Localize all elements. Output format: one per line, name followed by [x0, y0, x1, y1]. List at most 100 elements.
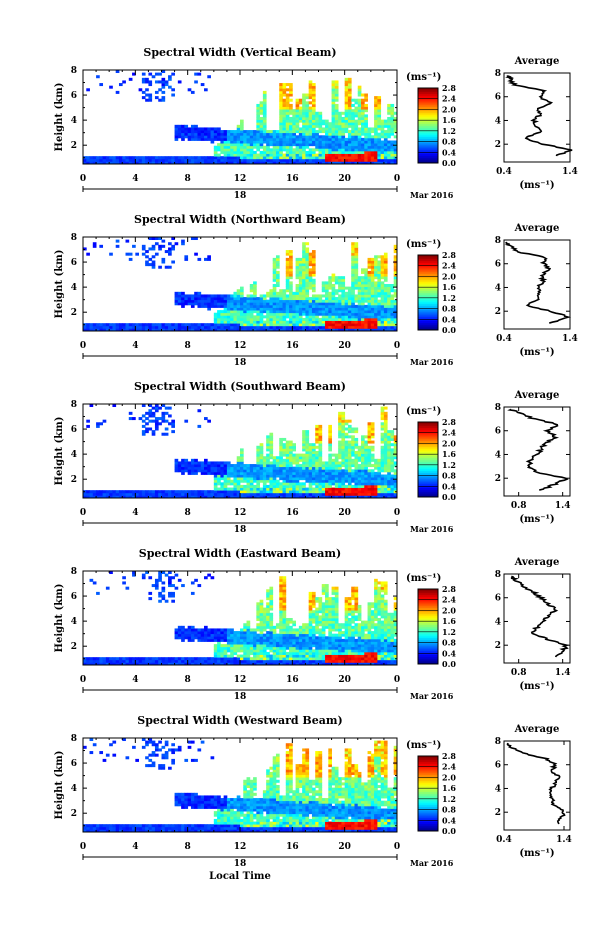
heatmap-cell [393, 294, 398, 298]
heatmap-cell [390, 448, 395, 452]
heatmap-cell [213, 317, 218, 321]
heatmap-cell [328, 432, 332, 436]
heatmap-cell [236, 145, 241, 149]
heatmap-cell [361, 291, 365, 295]
heatmap-cell [220, 471, 225, 475]
heatmap-cell [374, 150, 378, 154]
heatmap-cell [253, 323, 257, 327]
heatmap-cell [262, 310, 267, 314]
heatmap-cell [240, 320, 244, 324]
heatmap-cell [230, 487, 234, 491]
heatmap-cell [308, 273, 313, 277]
heatmap-cell [347, 448, 352, 452]
heatmap-cell [187, 294, 192, 298]
heatmap-cell [285, 278, 290, 282]
heatmap-cell [338, 124, 342, 128]
heatmap-cell [328, 297, 332, 301]
heatmap-cell [275, 495, 280, 499]
heatmap-cell [266, 150, 270, 154]
y-tick-label: 6 [71, 425, 77, 435]
heatmap-cell [354, 466, 359, 470]
heatmap-cell [374, 96, 378, 100]
heatmap-cell [305, 150, 310, 154]
heatmap-cell [217, 474, 221, 478]
heatmap-cell [226, 140, 231, 144]
heatmap-cell [187, 636, 192, 640]
heatmap-cell [311, 143, 316, 147]
heatmap-cell [285, 448, 290, 452]
heatmap-cell [233, 310, 238, 314]
heatmap-cell [393, 317, 398, 321]
heatmap-cell [344, 145, 349, 149]
heatmap-cell [341, 328, 346, 332]
heatmap-cell [171, 161, 175, 165]
heatmap-cell [207, 659, 211, 663]
heatmap-cell [393, 448, 398, 452]
heatmap-cell [292, 132, 296, 136]
heatmap-cell [302, 93, 306, 97]
heatmap-cell [233, 646, 238, 650]
heatmap-cell [253, 474, 257, 478]
heatmap-cell [135, 328, 139, 332]
heatmap-cell [377, 490, 382, 494]
heatmap-cell [302, 445, 306, 449]
heatmap-cell [351, 109, 355, 113]
heatmap-cell [295, 471, 300, 475]
heatmap-cell [266, 443, 270, 447]
heatmap-cell [230, 143, 234, 147]
heatmap-cell [380, 317, 385, 321]
heatmap-cell [393, 263, 398, 267]
heatmap-cell [380, 406, 385, 410]
heatmap-cell [377, 492, 382, 496]
heatmap-cell [387, 122, 391, 126]
heatmap-cell [92, 156, 97, 160]
heatmap-cell [341, 411, 346, 415]
heatmap-cell [262, 96, 267, 100]
heatmap-cell [168, 265, 172, 269]
heatmap-cell [272, 278, 277, 282]
heatmap-cell [341, 464, 346, 468]
heatmap-cell [220, 636, 225, 640]
day-label: 18 [234, 191, 247, 201]
heatmap-cell [128, 411, 133, 415]
heatmap-cell [223, 161, 228, 165]
heatmap-cell [262, 158, 267, 162]
heatmap-cell [210, 323, 215, 327]
heatmap-cell [311, 482, 316, 486]
heatmap-cell [344, 325, 349, 329]
heatmap-cell [289, 310, 293, 314]
heatmap-cell [249, 474, 254, 478]
heatmap-cell [383, 487, 388, 491]
heatmap-cell [243, 312, 247, 316]
heatmap-cell [338, 328, 342, 332]
heatmap-cell [321, 127, 326, 131]
heatmap-cell [223, 328, 228, 332]
heatmap-cell [259, 124, 264, 128]
heatmap-cell [174, 132, 179, 136]
heatmap-cell [259, 320, 264, 324]
heatmap-cell [217, 294, 221, 298]
heatmap-cell [181, 161, 185, 165]
colorbar-segment [418, 149, 438, 153]
heatmap-cell [387, 440, 391, 444]
heatmap-cell [383, 130, 388, 134]
heatmap-cell [289, 456, 293, 460]
heatmap-cell [289, 103, 293, 107]
heatmap-cell [279, 132, 283, 136]
heatmap-cell [138, 492, 143, 496]
heatmap-cell [302, 458, 306, 462]
heatmap-cell [282, 315, 287, 319]
heatmap-cell [334, 477, 339, 481]
heatmap-cell [285, 276, 290, 280]
heatmap-cell [230, 299, 234, 303]
heatmap-cell [357, 137, 362, 141]
heatmap-cell [217, 464, 221, 468]
heatmap-cell [190, 631, 195, 635]
heatmap-cell [213, 325, 218, 329]
heatmap-cell [279, 471, 283, 475]
heatmap-cell [177, 495, 182, 499]
heatmap-cell [269, 328, 274, 332]
heatmap-cell [148, 659, 153, 663]
heatmap-cell [233, 479, 238, 483]
heatmap-cell [275, 492, 280, 496]
